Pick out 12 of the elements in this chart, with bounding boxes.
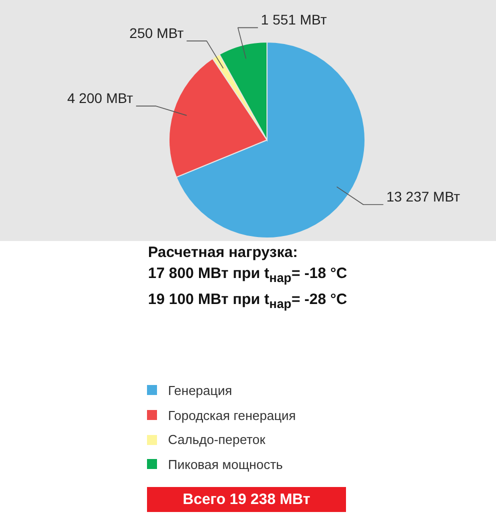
legend-label: Сальдо-переток bbox=[168, 432, 266, 448]
data-label: 250 МВт bbox=[129, 24, 184, 41]
text: 17 800 МВт при t$_{нар}$= -18 °C bbox=[148, 264, 348, 287]
data-label: 4 200 МВт bbox=[67, 90, 134, 106]
legend-label: Городская генерация bbox=[168, 408, 296, 423]
data-label: 13 237 МВт bbox=[386, 188, 461, 205]
text: Всего 19 238 МВт bbox=[147, 487, 346, 512]
legend-label: Пиковая мощность bbox=[168, 456, 283, 472]
legend-label: Генерация bbox=[168, 382, 232, 398]
text: Расчетная нагрузка: bbox=[148, 243, 299, 263]
text: 19 100 МВт при t$_{нар}$= -28 °C bbox=[148, 290, 348, 313]
data-label: 1 551 МВт bbox=[260, 12, 328, 28]
